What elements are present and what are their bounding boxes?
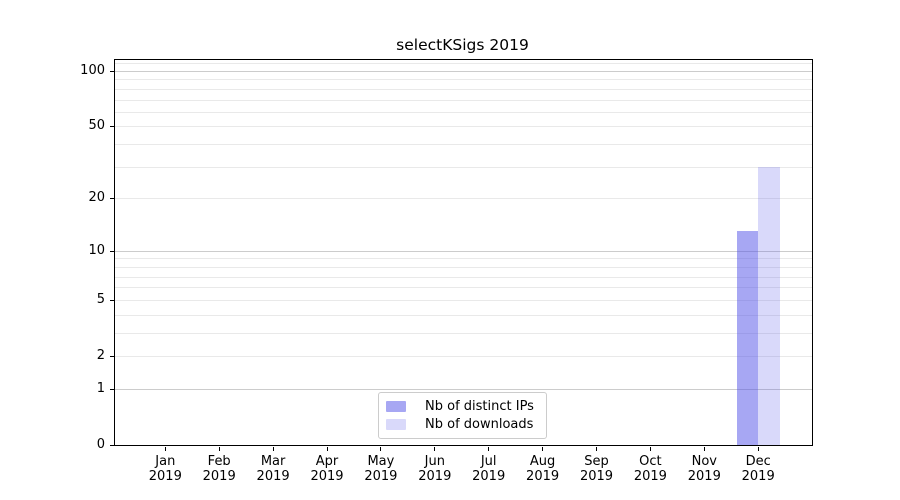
gridline-minor — [115, 63, 812, 65]
legend-swatch-downloads — [386, 418, 406, 430]
gridline-minor — [115, 314, 812, 316]
x-tick-mark — [488, 447, 490, 451]
x-tick-month: Oct — [639, 454, 662, 469]
gridline-minor — [115, 99, 812, 101]
x-tick-month: Nov — [691, 454, 717, 469]
x-tick-month: Jun — [424, 454, 445, 469]
gridline-minor — [115, 144, 812, 145]
x-tick-year: 2019 — [579, 469, 614, 484]
y-tick-mark — [110, 445, 114, 446]
gridline-minor — [115, 111, 812, 113]
x-tick-month: Jan — [155, 454, 176, 469]
x-tick-month: Jul — [480, 454, 497, 469]
gridline-major — [115, 250, 812, 252]
legend-item-distinct-ips: Nb of distinct IPs — [386, 398, 538, 415]
gridline-minor — [115, 266, 812, 268]
gridline-minor — [115, 88, 812, 90]
bar-downloads — [758, 166, 780, 445]
x-tick-mark — [272, 447, 274, 451]
x-axis-tick-label: Dec 2019 — [728, 454, 788, 484]
legend-swatch-distinct-ips — [386, 401, 406, 413]
gridline-minor — [115, 356, 812, 357]
gridline-minor — [115, 166, 812, 168]
x-tick-mark — [164, 447, 166, 451]
gridline-minor — [115, 332, 812, 334]
legend: Nb of distinct IPs Nb of downloads — [378, 392, 547, 439]
x-tick-mark — [596, 447, 597, 451]
y-axis-tick-label: 10 — [88, 242, 105, 258]
x-tick-mark — [218, 447, 220, 451]
y-tick-mark — [110, 198, 114, 200]
gridline-minor — [115, 299, 812, 301]
y-tick-mark — [110, 250, 114, 252]
y-tick-mark — [110, 126, 114, 128]
x-tick-month: Apr — [315, 454, 339, 469]
x-tick-mark — [380, 447, 382, 451]
gridline-major — [115, 70, 812, 72]
x-tick-year: 2019 — [633, 469, 667, 484]
y-axis-tick-label: 50 — [88, 118, 105, 134]
bar-distinct-ips — [736, 231, 759, 445]
legend-label-downloads: Nb of downloads — [425, 416, 534, 432]
y-axis-tick-label: 2 — [96, 348, 105, 363]
x-tick-year: 2019 — [741, 469, 775, 484]
legend-label-distinct-ips: Nb of distinct IPs — [425, 399, 534, 415]
y-axis-tick-label: 0 — [96, 437, 105, 452]
x-tick-month: Mar — [260, 454, 286, 469]
x-axis-tick-label: Sep 2019 — [567, 454, 627, 484]
x-tick-year: 2019 — [148, 469, 182, 484]
y-tick-mark — [110, 70, 114, 72]
x-tick-month: Aug — [529, 454, 556, 469]
gridline-minor — [115, 287, 812, 289]
x-tick-month: Feb — [207, 454, 231, 469]
x-axis-tick-label: Jul 2019 — [459, 454, 519, 484]
x-tick-year: 2019 — [202, 469, 236, 484]
x-tick-mark — [757, 447, 759, 451]
gridline-major — [115, 388, 812, 390]
x-tick-mark — [434, 447, 436, 451]
y-axis-tick-label: 20 — [88, 190, 105, 206]
x-tick-year: 2019 — [418, 469, 452, 484]
x-tick-month: Dec — [745, 454, 771, 469]
x-axis-tick-label: Feb 2019 — [189, 454, 249, 484]
plot-area: Nb of distinct IPs Nb of downloads 0 1 2 5 1… — [80, 59, 813, 484]
x-tick-month: Sep — [584, 454, 609, 469]
x-axis-tick-label: Nov 2019 — [674, 454, 734, 484]
x-axis-tick-label: Jun 2019 — [405, 454, 465, 484]
x-tick-year: 2019 — [687, 469, 721, 484]
y-tick-mark — [110, 299, 114, 301]
x-axis-tick-label: Apr 2019 — [297, 454, 357, 484]
x-axis-tick-label: Aug 2019 — [513, 454, 573, 484]
x-tick-year: 2019 — [472, 469, 506, 484]
gridline-minor — [115, 258, 812, 260]
x-axis-tick-label: Oct 2019 — [620, 454, 680, 484]
x-axis-tick-label: May 2019 — [351, 454, 411, 484]
gridline-minor — [115, 126, 812, 128]
y-axis-tick-label: 5 — [96, 291, 105, 307]
x-axis-tick-label: Mar 2019 — [243, 454, 303, 484]
x-tick-year: 2019 — [310, 469, 344, 484]
x-tick-year: 2019 — [364, 469, 398, 484]
x-tick-month: May — [367, 454, 395, 469]
gridline-minor — [115, 276, 812, 278]
x-tick-year: 2019 — [526, 469, 560, 484]
gridline-minor — [115, 79, 812, 81]
y-tick-mark — [110, 388, 114, 390]
x-axis-tick-label: Jan 2019 — [135, 454, 195, 484]
y-axis-tick-label: 1 — [96, 380, 105, 396]
y-axis-tick-label: 100 — [80, 62, 105, 78]
y-tick-mark — [110, 356, 114, 357]
chart-title: selectKSigs 2019 — [396, 36, 529, 54]
x-tick-mark — [703, 447, 705, 451]
x-tick-mark — [542, 447, 544, 451]
x-tick-mark — [649, 447, 651, 451]
x-tick-year: 2019 — [256, 469, 290, 484]
gridline-minor — [115, 198, 812, 200]
x-tick-mark — [326, 447, 328, 451]
legend-item-downloads: Nb of downloads — [386, 416, 538, 433]
